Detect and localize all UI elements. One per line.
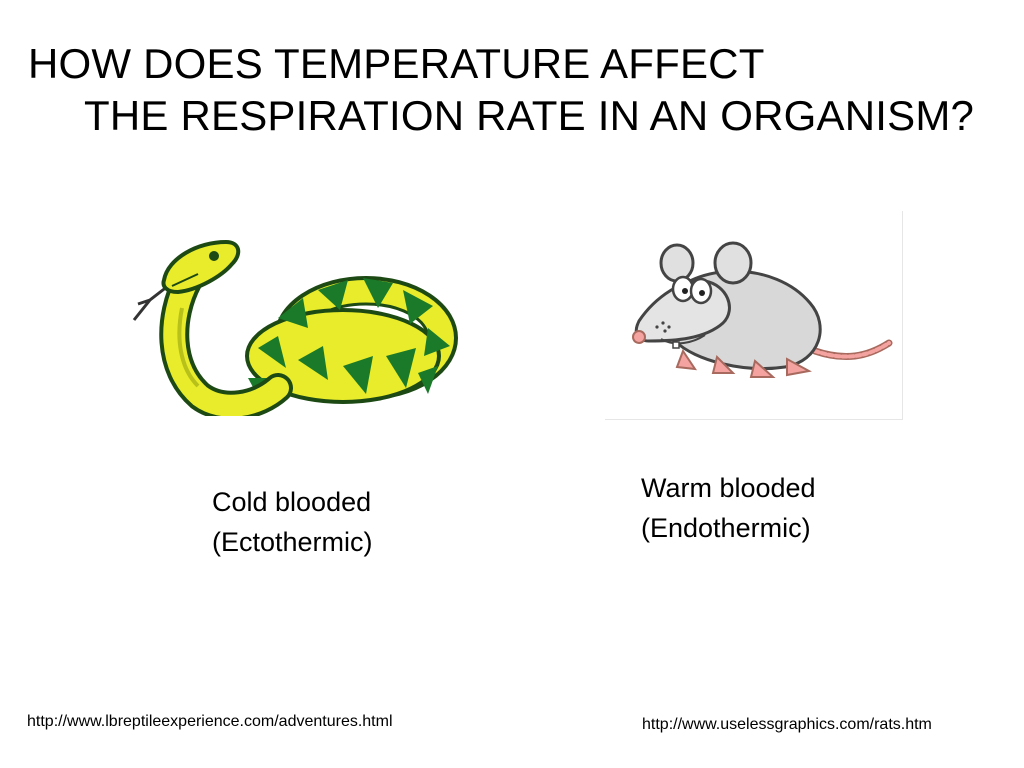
slide-title: HOW DOES TEMPERATURE AFFECT THE RESPIRAT… bbox=[28, 38, 1008, 142]
rat-illustration bbox=[605, 211, 903, 420]
warm-blooded-line-1: Warm blooded bbox=[641, 473, 816, 503]
snake-illustration bbox=[128, 228, 460, 421]
rat-source-link[interactable]: http://www.uselessgraphics.com/rats.htm bbox=[642, 716, 932, 733]
title-line-2: THE RESPIRATION RATE IN AN ORGANISM? bbox=[84, 92, 975, 139]
warm-blooded-label: Warm blooded (Endothermic) bbox=[641, 468, 816, 548]
cold-blooded-line-1: Cold blooded bbox=[212, 487, 372, 517]
cold-blooded-label: Cold blooded (Ectothermic) bbox=[212, 482, 373, 562]
warm-blooded-line-2: (Endothermic) bbox=[641, 513, 811, 543]
snake-source-link[interactable]: http://www.lbreptileexperience.com/adven… bbox=[27, 713, 393, 730]
title-line-1: HOW DOES TEMPERATURE AFFECT bbox=[28, 40, 765, 87]
cold-blooded-line-2: (Ectothermic) bbox=[212, 527, 373, 557]
